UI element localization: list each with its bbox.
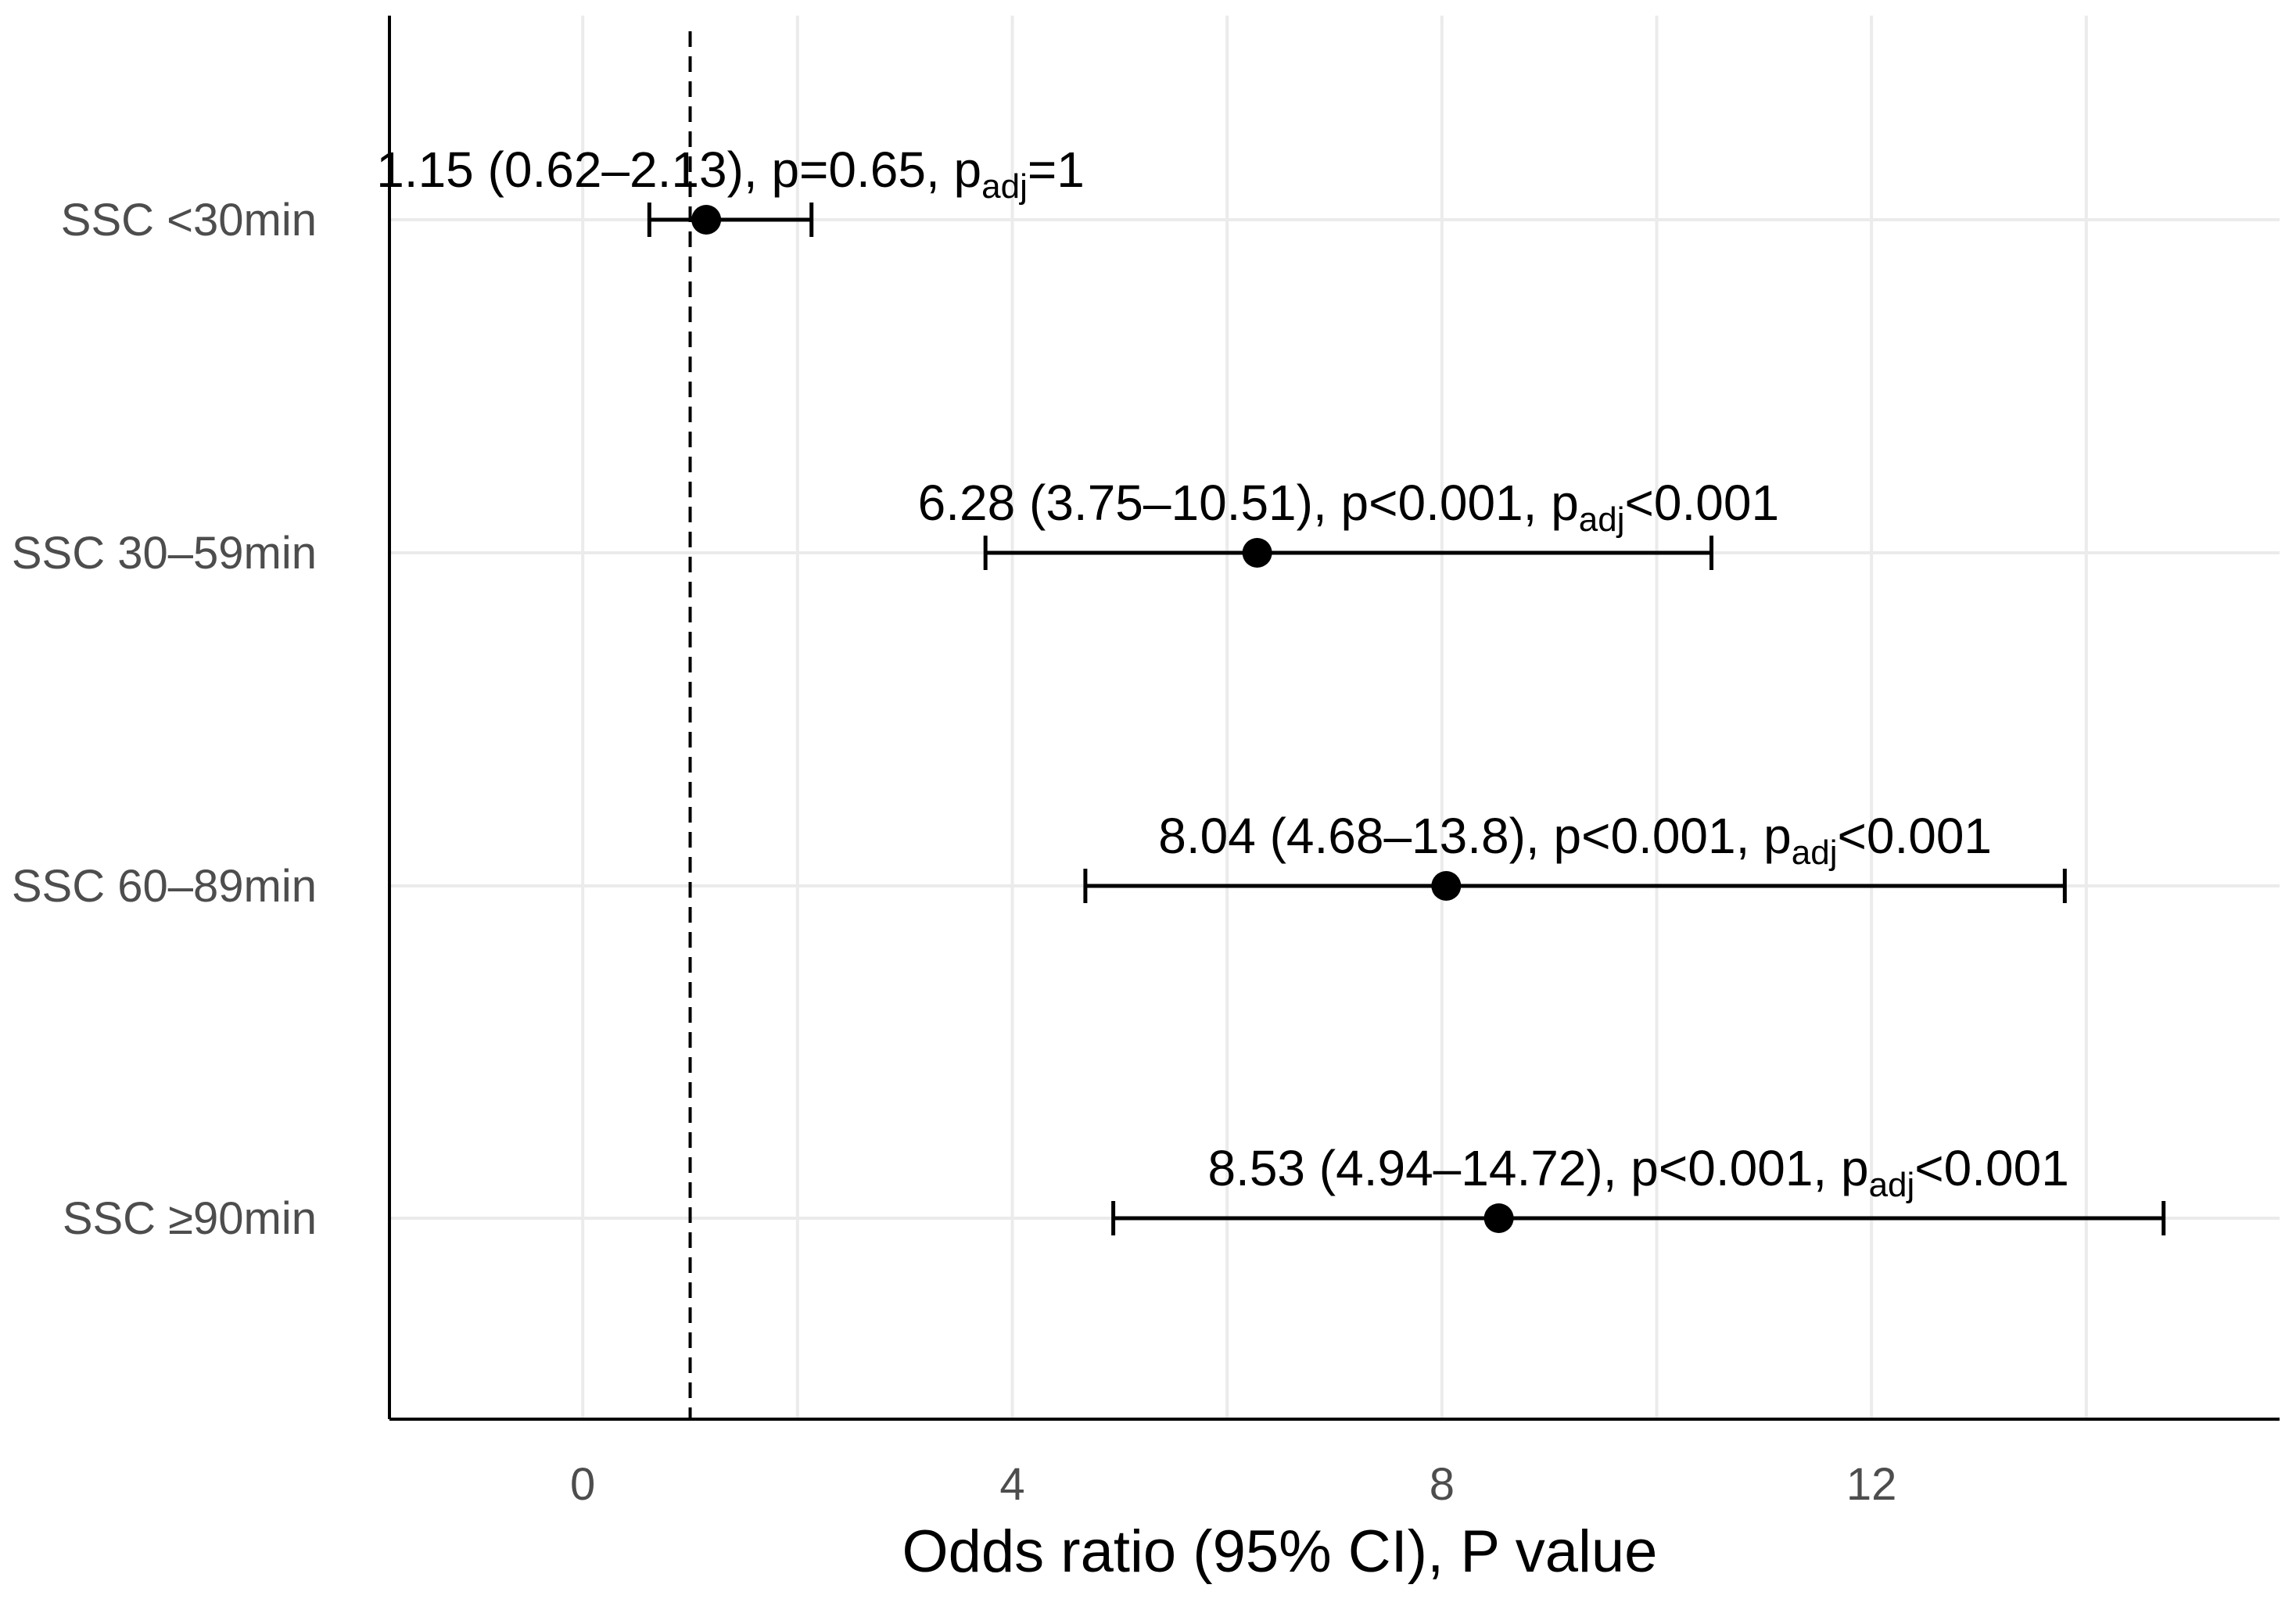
annotation-main: 8.53 (4.94–14.72), p<0.001, p: [1207, 1140, 1868, 1196]
annotation-tail: <0.001: [1625, 475, 1780, 531]
x-tick-label: 8: [1430, 1459, 1455, 1510]
x-tick-label: 12: [1846, 1459, 1897, 1510]
point-annotation: 1.15 (0.62–2.13), p=0.65, padj=1: [376, 142, 1085, 206]
y-tick-label: SSC ≥90min: [63, 1193, 317, 1244]
odds-ratio-point: [691, 205, 722, 235]
annotation-subscript: adj: [1869, 1166, 1915, 1204]
annotation-main: 8.04 (4.68–13.8), p<0.001, p: [1158, 808, 1792, 864]
y-tick-label: SSC 30–59min: [12, 528, 317, 579]
odds-ratio-point: [1242, 538, 1272, 568]
y-tick-label: SSC 60–89min: [12, 861, 317, 912]
annotation-main: 6.28 (3.75–10.51), p<0.001, p: [918, 475, 1579, 531]
grid-layer: [389, 16, 2280, 1419]
point-annotation: 8.53 (4.94–14.72), p<0.001, padj<0.001: [1207, 1140, 2068, 1204]
annotation-subscript: adj: [1579, 500, 1625, 539]
tick-labels: 0 4 8 12 SSC <30min SSC 30–59min SSC 60–89min S…: [12, 195, 1897, 1510]
annotation-main: 1.15 (0.62–2.13), p=0.65, p: [376, 142, 981, 198]
annotation-subscript: adj: [1792, 834, 1838, 872]
annotation-tail: <0.001: [1837, 808, 1992, 864]
x-axis-title: Odds ratio (95% CI), P value: [902, 1518, 1658, 1585]
data-marks: 1.15 (0.62–2.13), p=0.65, padj=16.28 (3.…: [376, 142, 2166, 1235]
x-tick-label: 0: [570, 1459, 595, 1510]
y-tick-label: SSC <30min: [61, 195, 317, 246]
x-tick-label: 4: [999, 1459, 1024, 1510]
annotation-tail: =1: [1028, 142, 1085, 198]
annotation-tail: <0.001: [1914, 1140, 2069, 1196]
point-annotation: 6.28 (3.75–10.51), p<0.001, padj<0.001: [918, 475, 1779, 539]
odds-ratio-point: [1431, 871, 1462, 901]
point-annotation: 8.04 (4.68–13.8), p<0.001, padj<0.001: [1158, 808, 1992, 872]
annotation-subscript: adj: [981, 167, 1028, 206]
odds-ratio-point: [1483, 1203, 1514, 1233]
